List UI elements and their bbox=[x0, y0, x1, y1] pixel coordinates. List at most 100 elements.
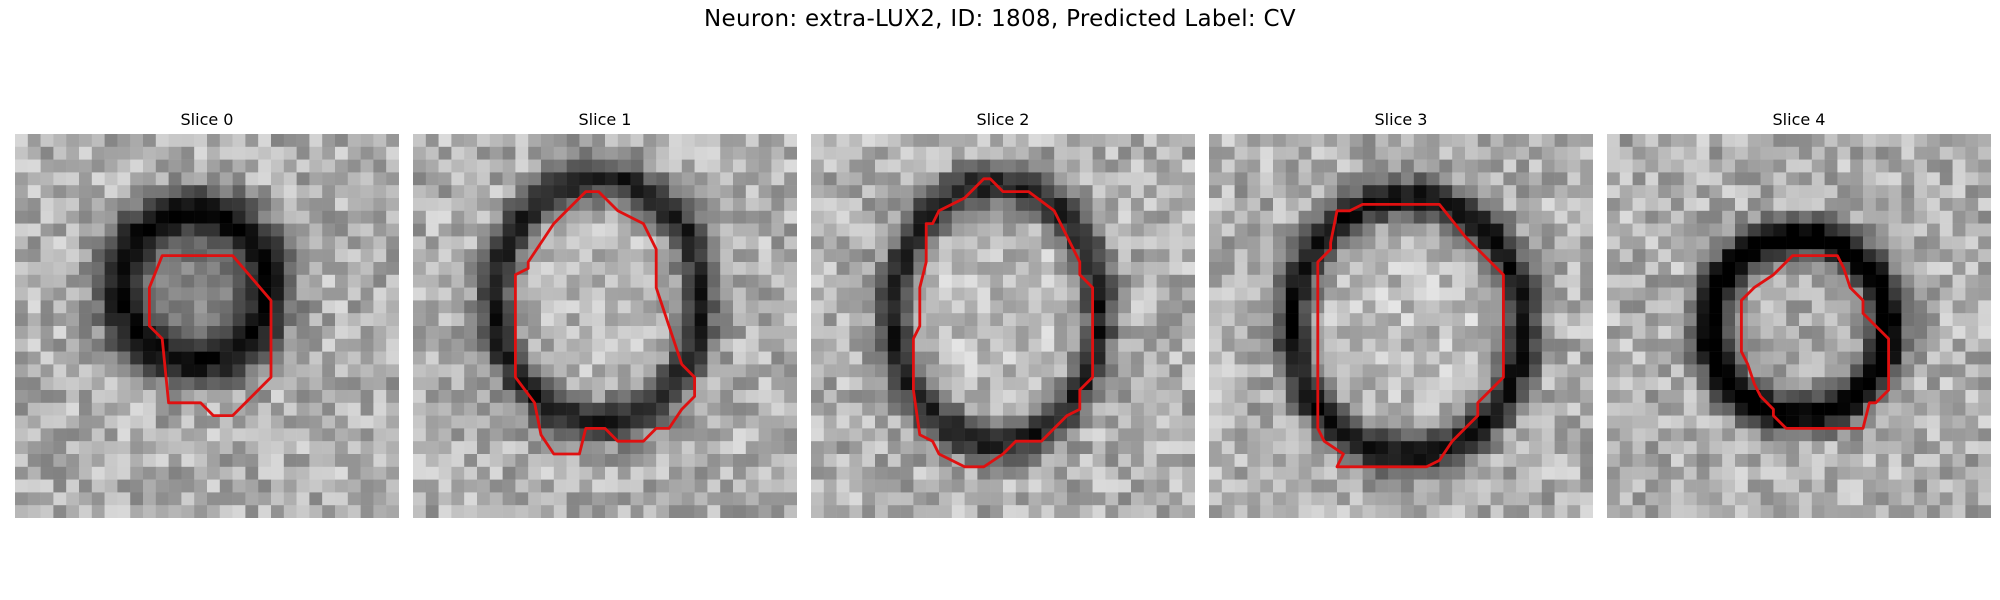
image-pixel bbox=[1773, 351, 1787, 365]
image-pixel bbox=[733, 185, 747, 199]
image-pixel bbox=[143, 364, 157, 378]
image-pixel bbox=[681, 159, 695, 173]
image-pixel bbox=[1092, 402, 1106, 416]
image-pixel bbox=[1619, 454, 1633, 468]
image-pixel bbox=[245, 466, 259, 480]
image-pixel bbox=[104, 146, 118, 160]
image-pixel bbox=[296, 466, 310, 480]
image-pixel bbox=[862, 466, 876, 480]
image-pixel bbox=[1619, 300, 1633, 314]
image-pixel bbox=[1131, 300, 1145, 314]
image-pixel bbox=[296, 351, 310, 365]
image-pixel bbox=[1978, 236, 1991, 250]
image-pixel bbox=[836, 223, 850, 237]
image-pixel bbox=[1054, 466, 1068, 480]
image-pixel bbox=[194, 134, 208, 148]
image-pixel bbox=[1580, 287, 1593, 301]
image-pixel bbox=[707, 159, 721, 173]
image-pixel bbox=[1426, 274, 1440, 288]
image-pixel bbox=[1722, 134, 1736, 148]
image-pixel bbox=[207, 236, 221, 250]
image-pixel bbox=[1824, 402, 1838, 416]
image-pixel bbox=[1067, 236, 1081, 250]
image-pixel bbox=[1221, 236, 1235, 250]
image-pixel bbox=[502, 300, 516, 314]
image-pixel bbox=[1927, 159, 1941, 173]
image-pixel bbox=[464, 492, 478, 506]
image-pixel bbox=[1696, 185, 1710, 199]
image-pixel bbox=[1156, 402, 1170, 416]
image-pixel bbox=[1516, 415, 1530, 429]
image-pixel bbox=[990, 492, 1004, 506]
image-pixel bbox=[1452, 300, 1466, 314]
image-pixel bbox=[335, 313, 349, 327]
image-pixel bbox=[1209, 377, 1223, 391]
image-pixel bbox=[322, 223, 336, 237]
image-pixel bbox=[1118, 159, 1132, 173]
image-pixel bbox=[990, 338, 1004, 352]
image-pixel bbox=[143, 249, 157, 263]
image-pixel bbox=[1811, 172, 1825, 186]
image-pixel bbox=[104, 326, 118, 340]
image-pixel bbox=[168, 441, 182, 455]
image-pixel bbox=[1619, 415, 1633, 429]
image-pixel bbox=[1516, 210, 1530, 224]
image-pixel bbox=[335, 326, 349, 340]
image-pixel bbox=[1811, 134, 1825, 148]
image-pixel bbox=[1452, 466, 1466, 480]
image-pixel bbox=[79, 313, 93, 327]
image-pixel bbox=[1824, 172, 1838, 186]
image-pixel bbox=[939, 466, 953, 480]
image-pixel bbox=[1337, 428, 1351, 442]
image-pixel bbox=[15, 210, 29, 224]
image-pixel bbox=[283, 466, 297, 480]
image-pixel bbox=[1914, 390, 1928, 404]
image-pixel bbox=[1914, 146, 1928, 160]
image-pixel bbox=[1607, 338, 1621, 352]
image-pixel bbox=[1209, 415, 1223, 429]
image-pixel bbox=[1337, 338, 1351, 352]
image-pixel bbox=[451, 287, 465, 301]
image-pixel bbox=[79, 454, 93, 468]
image-pixel bbox=[245, 364, 259, 378]
image-pixel bbox=[862, 313, 876, 327]
image-pixel bbox=[464, 326, 478, 340]
image-pixel bbox=[1401, 479, 1415, 493]
image-pixel bbox=[181, 454, 195, 468]
image-pixel bbox=[643, 159, 657, 173]
image-pixel bbox=[1273, 172, 1287, 186]
image-pixel bbox=[207, 185, 221, 199]
image-pixel bbox=[643, 479, 657, 493]
image-pixel bbox=[489, 313, 503, 327]
image-pixel bbox=[1554, 402, 1568, 416]
image-pixel bbox=[258, 146, 272, 160]
image-pixel bbox=[1452, 326, 1466, 340]
image-pixel bbox=[836, 198, 850, 212]
image-pixel bbox=[1965, 134, 1979, 148]
image-pixel bbox=[1786, 466, 1800, 480]
image-pixel bbox=[1028, 172, 1042, 186]
image-pixel bbox=[1952, 364, 1966, 378]
image-pixel bbox=[1747, 492, 1761, 506]
image-pixel bbox=[1169, 390, 1183, 404]
image-pixel bbox=[425, 390, 439, 404]
image-pixel bbox=[745, 210, 759, 224]
image-pixel bbox=[1054, 338, 1068, 352]
image-pixel bbox=[1837, 159, 1851, 173]
image-pixel bbox=[1452, 287, 1466, 301]
image-pixel bbox=[1863, 505, 1877, 518]
image-pixel bbox=[1580, 415, 1593, 429]
image-pixel bbox=[464, 223, 478, 237]
image-pixel bbox=[1273, 505, 1287, 518]
image-pixel bbox=[1607, 479, 1621, 493]
image-pixel bbox=[1773, 159, 1787, 173]
image-pixel bbox=[605, 134, 619, 148]
image-pixel bbox=[951, 262, 965, 276]
image-pixel bbox=[27, 287, 41, 301]
image-pixel bbox=[1273, 326, 1287, 340]
image-pixel bbox=[1747, 223, 1761, 237]
image-pixel bbox=[1490, 364, 1504, 378]
image-pixel bbox=[502, 159, 516, 173]
image-pixel bbox=[528, 185, 542, 199]
image-pixel bbox=[1452, 198, 1466, 212]
